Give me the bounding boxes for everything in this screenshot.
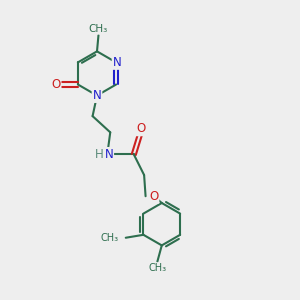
Text: N: N (93, 89, 101, 102)
Text: CH₃: CH₃ (100, 233, 118, 243)
Text: N: N (112, 56, 122, 69)
Text: O: O (149, 190, 158, 203)
Text: CH₃: CH₃ (148, 263, 166, 273)
Text: N: N (104, 148, 113, 161)
Text: CH₃: CH₃ (89, 24, 108, 34)
Text: O: O (136, 122, 146, 135)
Text: H: H (95, 148, 103, 161)
Text: O: O (51, 78, 60, 91)
